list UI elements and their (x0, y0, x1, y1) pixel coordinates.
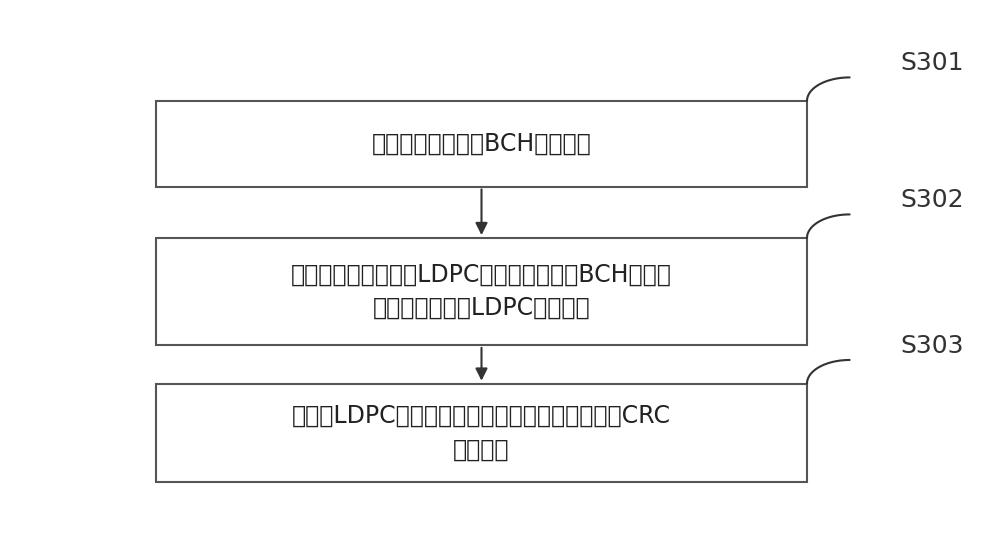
Text: 根据低密度奇偶校验LDPC译码矩阵对经过BCH译码处
理的数据，进行LDPC译码处理: 根据低密度奇偶校验LDPC译码矩阵对经过BCH译码处 理的数据，进行LDPC译码… (291, 263, 672, 320)
Text: S302: S302 (900, 188, 964, 212)
Text: S301: S301 (900, 51, 964, 75)
Text: 对经过LDPC译码处理的数据，进行循环冗余校验CRC
译码处理: 对经过LDPC译码处理的数据，进行循环冗余校验CRC 译码处理 (292, 404, 671, 461)
Text: 对已编码数据进行BCH译码处理: 对已编码数据进行BCH译码处理 (372, 132, 591, 156)
Text: S303: S303 (900, 334, 964, 358)
Bar (156, 101, 807, 187)
Bar (156, 238, 807, 345)
Bar (156, 384, 807, 482)
